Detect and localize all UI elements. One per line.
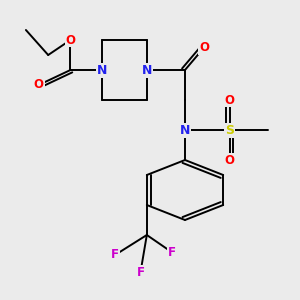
Text: S: S <box>225 124 234 136</box>
Text: F: F <box>111 248 119 262</box>
Text: O: O <box>224 154 235 166</box>
Text: N: N <box>180 124 190 136</box>
Text: O: O <box>224 94 235 106</box>
Text: F: F <box>136 266 145 279</box>
Text: O: O <box>34 79 44 92</box>
Text: N: N <box>97 64 107 76</box>
Text: O: O <box>65 34 76 46</box>
Text: O: O <box>199 41 209 54</box>
Text: F: F <box>168 246 176 259</box>
Text: N: N <box>142 64 152 76</box>
